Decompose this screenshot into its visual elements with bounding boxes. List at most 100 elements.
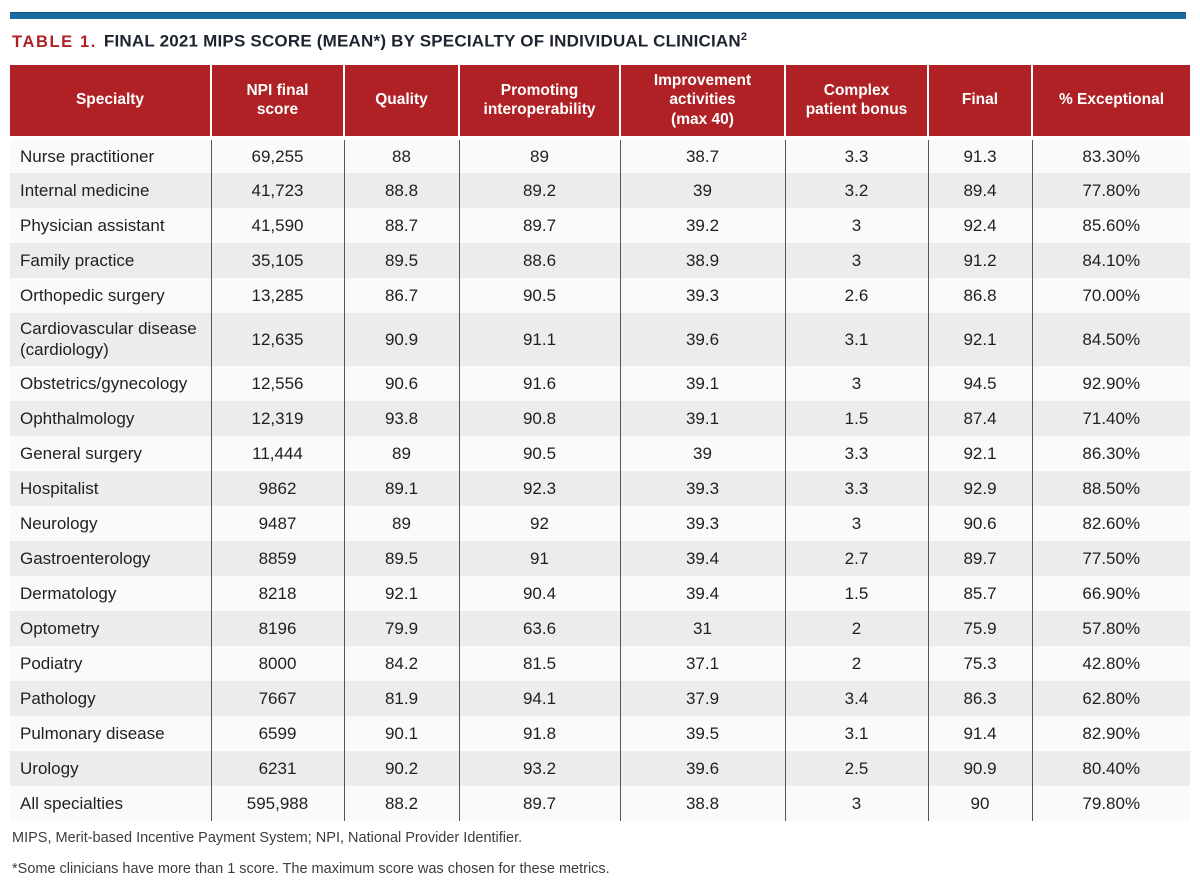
table-row: Optometry 8196 79.9 63.6 31 2 75.9 57.80… [10,610,1190,646]
complex-patient-bonus-cell: 2 [784,610,928,646]
final-cell: 91.4 [927,715,1032,751]
promoting-interoperability-cell: 90.5 [458,278,620,314]
promoting-interoperability-cell: 81.5 [458,645,620,681]
npi-final-score-cell: 8000 [210,645,344,681]
percent-exceptional-cell: 86.30% [1031,435,1190,471]
complex-patient-bonus-cell: 1.5 [784,400,928,436]
promoting-interoperability-cell: 92 [458,505,620,541]
percent-exceptional-cell: 83.30% [1031,138,1190,174]
column-header-final: Final [927,64,1032,141]
improvement-activities-cell: 39.3 [619,505,785,541]
percent-exceptional-cell: 77.80% [1031,173,1190,209]
npi-final-score-cell: 8859 [210,540,344,576]
specialty-cell: Obstetrics/gynecology [10,365,211,401]
table-row: Neurology 9487 89 92 39.3 3 90.6 82.60% [10,505,1190,541]
quality-cell: 90.9 [343,313,459,366]
final-cell: 90.6 [927,505,1032,541]
final-cell: 94.5 [927,365,1032,401]
table-row: Cardiovascular disease (cardiology) 12,6… [10,313,1190,366]
specialty-cell: Cardiovascular disease (cardiology) [10,313,211,366]
quality-cell: 88.7 [343,208,459,244]
improvement-activities-cell: 39.2 [619,208,785,244]
complex-patient-bonus-cell: 1.5 [784,575,928,611]
quality-cell: 81.9 [343,680,459,716]
reference-superscript: 2 [740,31,748,43]
promoting-interoperability-cell: 91 [458,540,620,576]
percent-exceptional-cell: 62.80% [1031,680,1190,716]
specialty-cell: Internal medicine [10,173,211,209]
percent-exceptional-cell: 79.80% [1031,785,1190,821]
final-cell: 75.3 [927,645,1032,681]
improvement-activities-cell: 39.3 [619,470,785,506]
complex-patient-bonus-cell: 3 [784,505,928,541]
quality-cell: 89.1 [343,470,459,506]
percent-exceptional-cell: 57.80% [1031,610,1190,646]
complex-patient-bonus-cell: 3 [784,365,928,401]
asterisk-footnote: *Some clinicians have more than 1 score.… [12,861,610,878]
final-cell: 92.4 [927,208,1032,244]
specialty-cell: Physician assistant [10,208,211,244]
improvement-activities-cell: 37.9 [619,680,785,716]
improvement-activities-cell: 38.9 [619,243,785,279]
improvement-activities-cell: 38.7 [619,138,785,174]
specialty-cell: Nurse practitioner [10,138,211,174]
promoting-interoperability-cell: 92.3 [458,470,620,506]
complex-patient-bonus-cell: 3.1 [784,313,928,366]
npi-final-score-cell: 9862 [210,470,344,506]
improvement-activities-cell: 39.5 [619,715,785,751]
final-cell: 92.1 [927,313,1032,366]
quality-cell: 88.8 [343,173,459,209]
final-cell: 86.8 [927,278,1032,314]
percent-exceptional-cell: 82.90% [1031,715,1190,751]
column-header-complex-patient-bonus: Complex patient bonus [784,64,928,141]
npi-final-score-cell: 12,319 [210,400,344,436]
promoting-interoperability-cell: 91.8 [458,715,620,751]
promoting-interoperability-cell: 90.8 [458,400,620,436]
percent-exceptional-cell: 42.80% [1031,645,1190,681]
complex-patient-bonus-cell: 2 [784,645,928,681]
complex-patient-bonus-cell: 3 [784,785,928,821]
promoting-interoperability-cell: 93.2 [458,750,620,786]
table-row: Family practice 35,105 89.5 88.6 38.9 3 … [10,243,1190,279]
promoting-interoperability-cell: 90.5 [458,435,620,471]
table-row: Physician assistant 41,590 88.7 89.7 39.… [10,208,1190,244]
complex-patient-bonus-cell: 3.3 [784,138,928,174]
promoting-interoperability-cell: 91.1 [458,313,620,366]
improvement-activities-cell: 39.3 [619,278,785,314]
npi-final-score-cell: 7667 [210,680,344,716]
specialty-cell: Podiatry [10,645,211,681]
specialty-cell: Neurology [10,505,211,541]
table-number-label: TABLE 1. [12,32,97,51]
npi-final-score-cell: 595,988 [210,785,344,821]
table-row: Nurse practitioner 69,255 88 89 38.7 3.3… [10,138,1190,174]
footnotes: MIPS, Merit-based Incentive Payment Syst… [12,830,1190,879]
improvement-activities-cell: 39 [619,173,785,209]
npi-final-score-cell: 8218 [210,575,344,611]
npi-final-score-cell: 9487 [210,505,344,541]
quality-cell: 86.7 [343,278,459,314]
specialty-cell: Ophthalmology [10,400,211,436]
table-row: Obstetrics/gynecology 12,556 90.6 91.6 3… [10,365,1190,401]
specialty-cell: Family practice [10,243,211,279]
npi-final-score-cell: 11,444 [210,435,344,471]
table-title-text: FINAL 2021 MIPS SCORE (MEAN*) BY SPECIAL… [103,31,741,51]
final-cell: 90 [927,785,1032,821]
percent-exceptional-cell: 77.50% [1031,540,1190,576]
promoting-interoperability-cell: 89.7 [458,208,620,244]
specialty-cell: Optometry [10,610,211,646]
final-cell: 86.3 [927,680,1032,716]
column-header-specialty: Specialty [10,64,211,141]
top-accent-bar [10,12,1186,19]
percent-exceptional-cell: 80.40% [1031,750,1190,786]
npi-final-score-cell: 12,635 [210,313,344,366]
npi-final-score-cell: 13,285 [210,278,344,314]
promoting-interoperability-cell: 89.2 [458,173,620,209]
table-row: Pulmonary disease 6599 90.1 91.8 39.5 3.… [10,715,1190,751]
complex-patient-bonus-cell: 3.3 [784,470,928,506]
final-cell: 75.9 [927,610,1032,646]
complex-patient-bonus-cell: 3.1 [784,715,928,751]
column-header-percent-exceptional: % Exceptional [1031,64,1190,141]
quality-cell: 88.2 [343,785,459,821]
table-row: Orthopedic surgery 13,285 86.7 90.5 39.3… [10,278,1190,314]
